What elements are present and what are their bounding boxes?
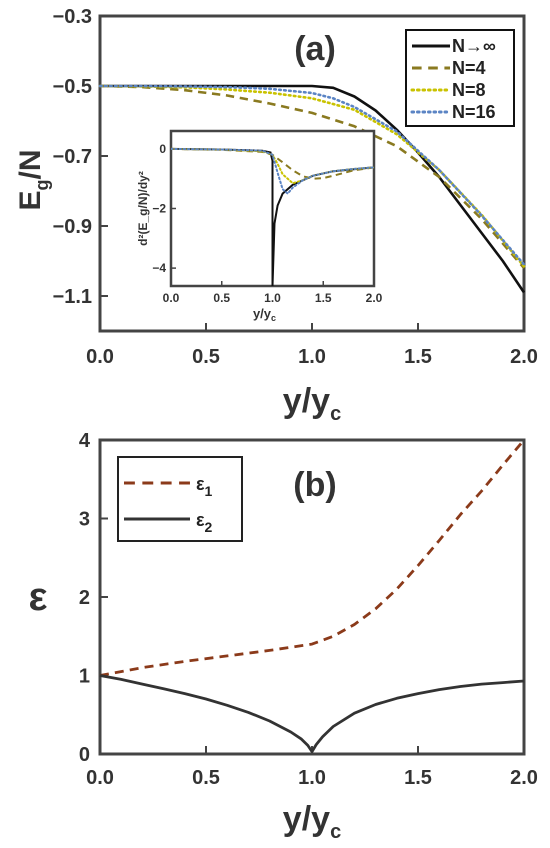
panel-b-ytick-label: 0 xyxy=(79,744,90,766)
inset-xtick-label: 1.0 xyxy=(264,291,281,305)
panel-a-xtick-label: 2.0 xyxy=(510,346,538,368)
panel-b-ytick-label: 1 xyxy=(79,666,90,688)
panel-a-series-4-line xyxy=(98,84,526,266)
panel-a-legend-box xyxy=(405,29,515,127)
inset-ytick-label: 0 xyxy=(159,142,166,156)
panel-b-ytick-label: 4 xyxy=(79,430,91,452)
inset-ylabel: d²(E_g/N)/dy² xyxy=(136,171,150,246)
panel-a-xtick-label: 1.5 xyxy=(404,346,432,368)
panel-a-legend-label: N=16 xyxy=(452,102,496,122)
panel-a-xtick-label: 0.0 xyxy=(86,346,114,368)
inset-xlabel: y/yc xyxy=(253,306,276,323)
inset-plot-area xyxy=(171,147,374,286)
panel-a-ytick-label: −0.5 xyxy=(53,76,92,98)
inset-xtick-label: 1.5 xyxy=(315,291,332,305)
panel-b-legend-box xyxy=(117,456,243,542)
panel-b-legend-label: ε1 xyxy=(196,474,213,499)
panel-a-series-1-line xyxy=(100,84,526,294)
inset-series-4-line xyxy=(171,147,374,196)
panel-b-ylabel: ε xyxy=(29,575,48,619)
panel-b-xlabel: y/yc xyxy=(283,800,341,843)
panel-b-series-1-line xyxy=(99,439,526,677)
panel-a-xtick-label: 0.5 xyxy=(192,346,220,368)
panel-a-xtick-label: 1.0 xyxy=(298,346,326,368)
inset-ytick-label: −2 xyxy=(152,202,166,216)
panel-a-series-2-line xyxy=(99,84,525,269)
panel-b-xtick-label: 2.0 xyxy=(510,767,538,789)
panel-b-series-2-line xyxy=(99,674,525,753)
panel-b-xtick-label: 0.5 xyxy=(192,767,220,789)
panel-a-ytick-label: −0.3 xyxy=(53,6,92,28)
panel-a-annotation: (a) xyxy=(294,30,336,68)
panel-b-xtick-label: 1.5 xyxy=(404,767,432,789)
panel-b-ytick-label: 3 xyxy=(79,509,90,531)
panel-a-legend-label: N→∞ xyxy=(452,36,496,56)
inset-ytick-label: −4 xyxy=(152,261,166,275)
inset-xtick-label: 2.0 xyxy=(366,291,383,305)
panel-a-legend-label: N=4 xyxy=(452,58,486,78)
inset-series-2-line xyxy=(171,147,374,180)
panel-b-legend-label: ε2 xyxy=(196,510,213,535)
inset-xtick-label: 0.0 xyxy=(163,291,180,305)
panel-b-xtick-label: 0.0 xyxy=(86,767,114,789)
panel-b-xtick-label: 1.0 xyxy=(298,767,326,789)
panel-b-ytick-label: 2 xyxy=(79,587,90,609)
panel-b-annotation: (b) xyxy=(293,466,336,504)
inset-xtick-label: 0.5 xyxy=(213,291,230,305)
panel-a-ytick-label: −1.1 xyxy=(53,286,92,308)
panel-a-legend-label: N=8 xyxy=(452,80,486,100)
panel-a-xlabel: y/yc xyxy=(283,382,341,425)
panel-a-ytick-label: −0.9 xyxy=(53,216,92,238)
panel-a-ylabel: Eg/N xyxy=(14,149,52,210)
panel-a-ytick-label: −0.7 xyxy=(53,146,92,168)
